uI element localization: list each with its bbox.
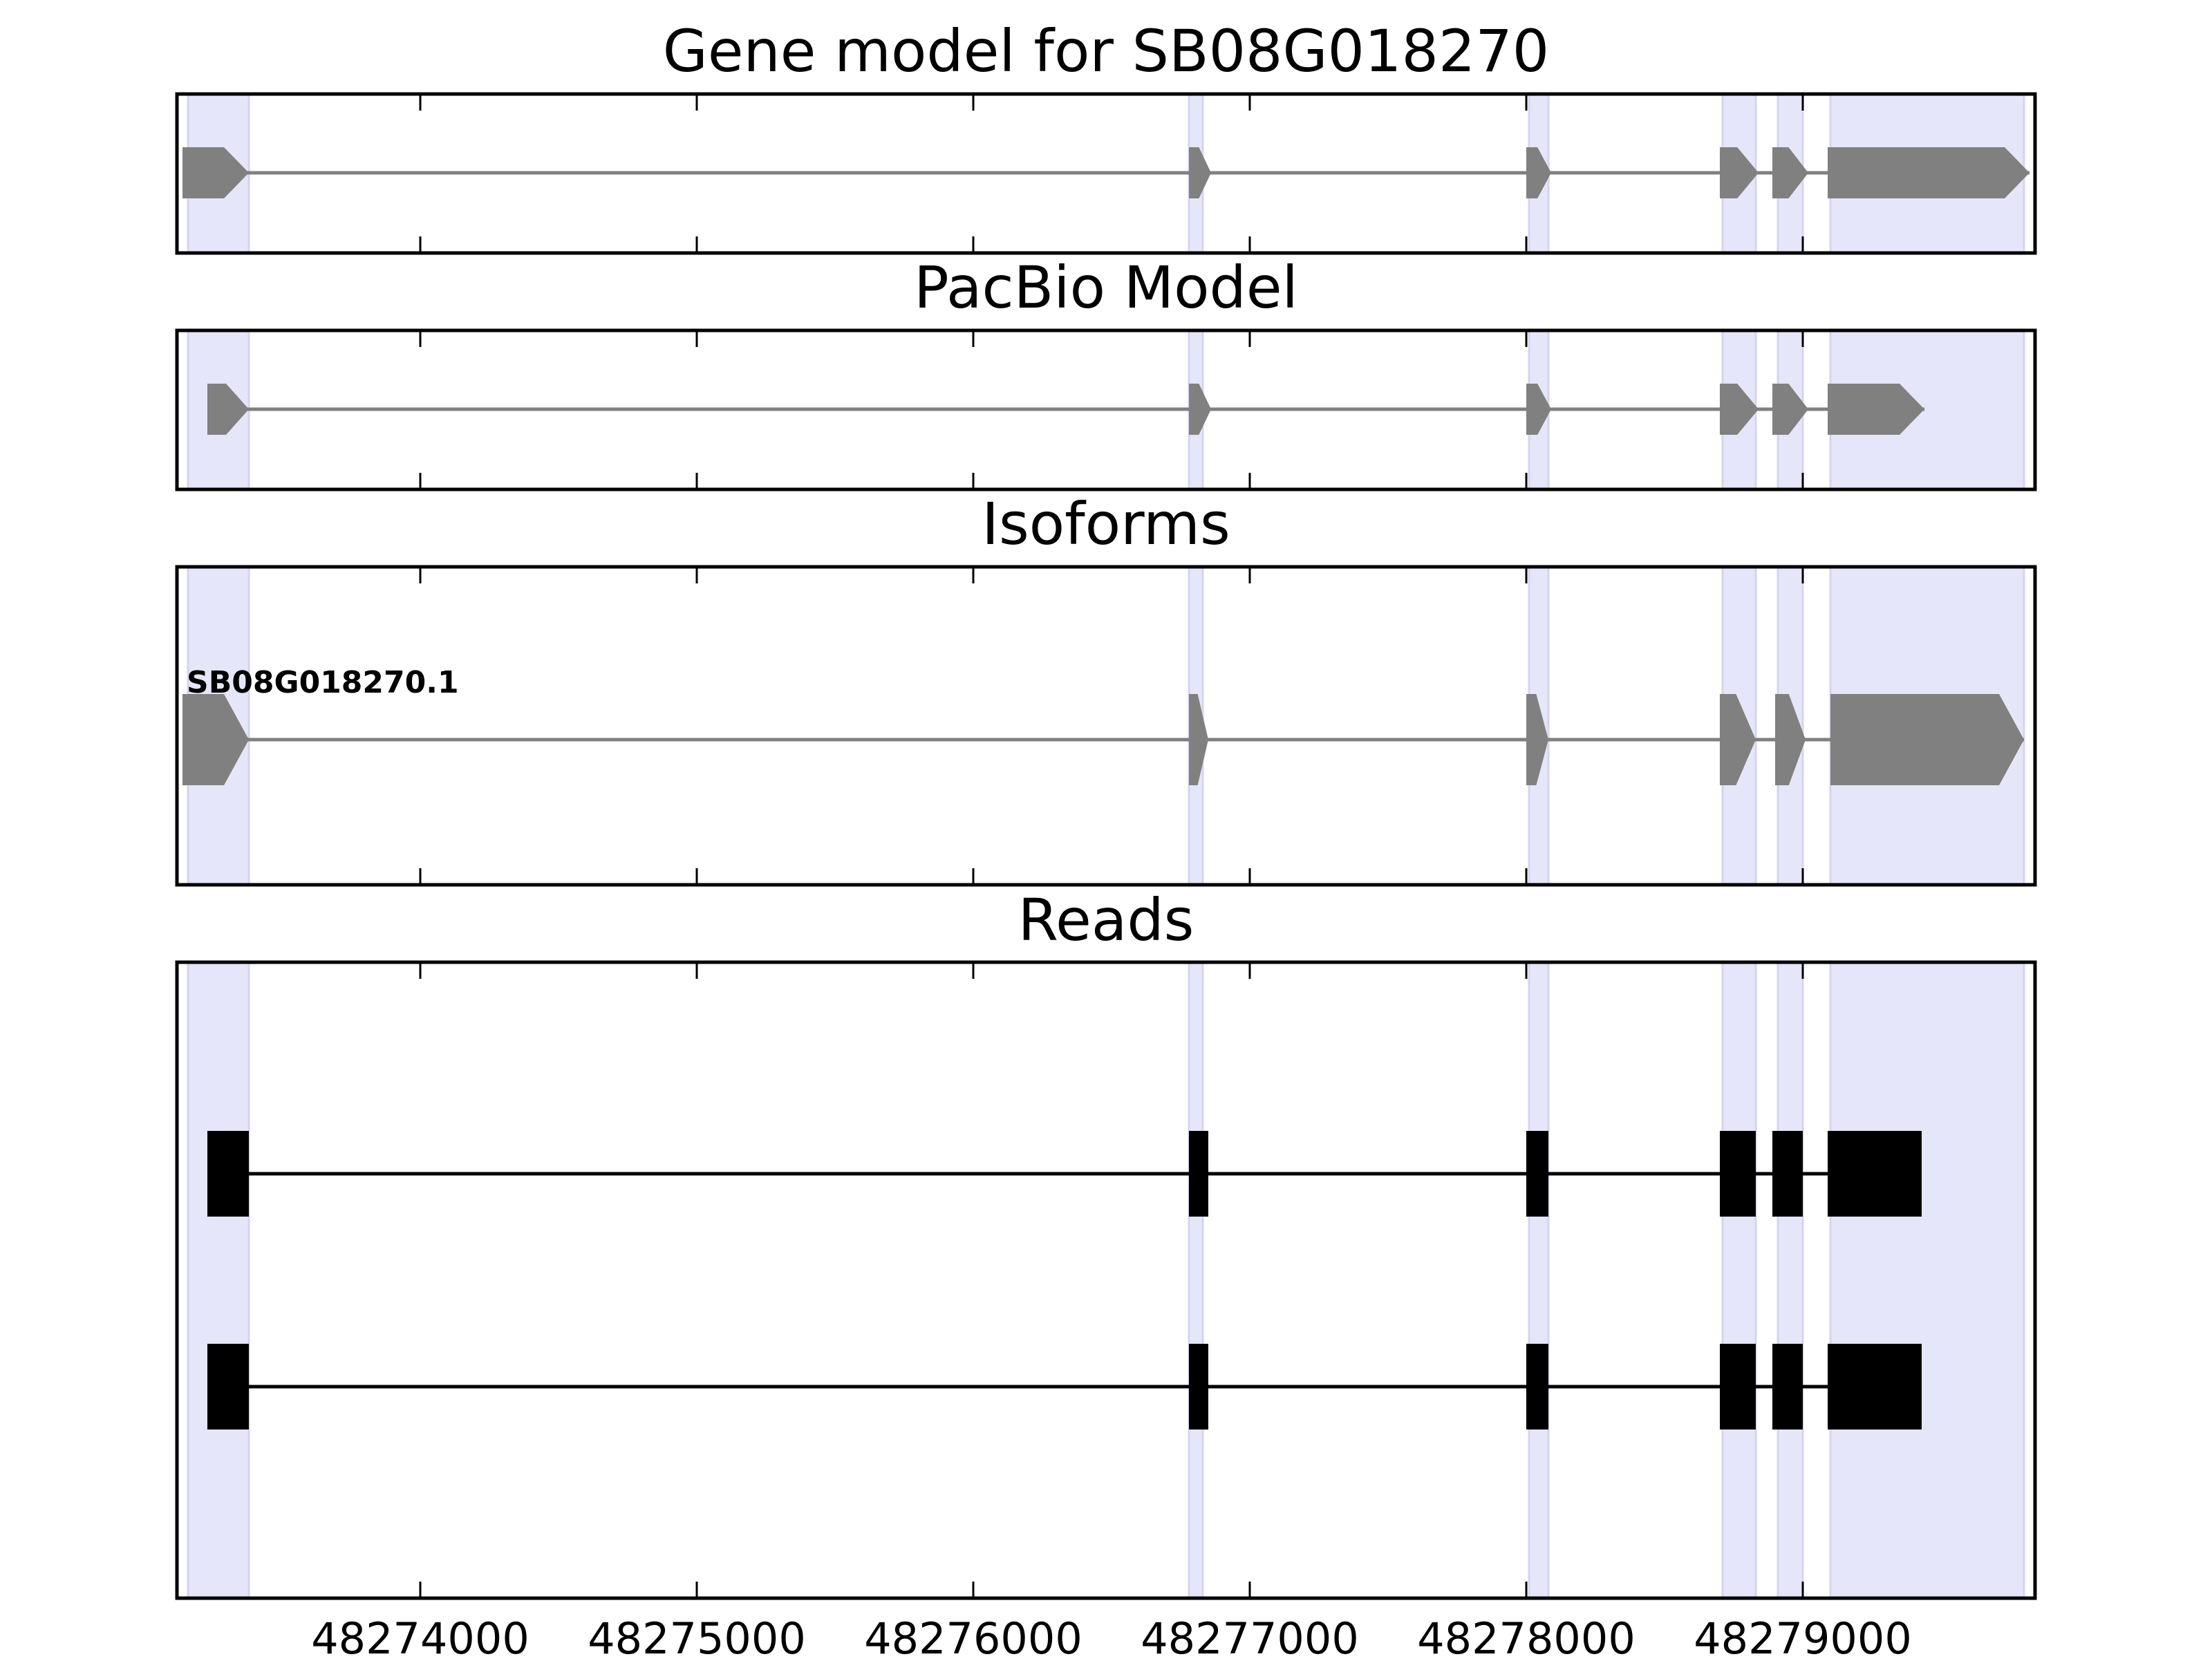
exon-arrow — [1772, 147, 1808, 198]
model-track — [207, 384, 1924, 435]
highlight-band — [1528, 961, 1550, 1600]
panel-axes — [175, 960, 2037, 1600]
read-exon — [207, 1131, 249, 1217]
exon-arrow — [1775, 694, 1806, 785]
highlight-band — [1829, 961, 2025, 1600]
read-exon — [1720, 1131, 1756, 1217]
exon-arrow — [207, 384, 249, 435]
panel-title: Isoforms — [982, 490, 1230, 558]
exon-arrow — [1526, 147, 1551, 198]
exon-arrow — [1189, 384, 1211, 435]
panel-title: Gene model for SB08G018270 — [663, 17, 1549, 85]
exon-arrow — [1828, 147, 2030, 198]
exon-arrow — [1526, 384, 1551, 435]
highlight-band — [1188, 961, 1204, 1600]
exon-arrow — [1189, 694, 1208, 785]
exon-arrow — [1526, 694, 1548, 785]
x-tick-label: 48277000 — [1141, 1613, 1359, 1659]
exon-arrow — [182, 147, 249, 198]
exon-arrow — [1720, 384, 1759, 435]
x-axis: 48274000 48275000 48276000 48277000 48278000… — [311, 1613, 1912, 1659]
read-exon — [1189, 1131, 1208, 1217]
isoform-label: SB08G018270.1 — [187, 665, 459, 700]
read-exon — [1526, 1131, 1548, 1217]
x-tick-label: 48279000 — [1694, 1613, 1912, 1659]
read-exon — [207, 1344, 249, 1430]
axes-frame — [175, 565, 2037, 887]
axes-frame — [175, 328, 2037, 491]
model-track — [182, 694, 2024, 785]
read-exon — [1720, 1344, 1756, 1430]
read-exon — [1772, 1344, 1803, 1430]
panel-axes — [175, 565, 2037, 887]
read-exon — [1828, 1344, 1922, 1430]
panel-title: Reads — [1018, 886, 1194, 954]
axes-frame — [175, 960, 2037, 1600]
read-exon — [1772, 1131, 1803, 1217]
highlight-band — [1721, 961, 1757, 1600]
read-track — [207, 1344, 1922, 1430]
model-track — [182, 147, 2030, 198]
panel-axes — [175, 328, 2037, 491]
exon-arrow — [1830, 694, 2024, 785]
panel-axes — [175, 92, 2037, 255]
exon-arrow — [1189, 147, 1211, 198]
exon-arrow — [1720, 694, 1756, 785]
exon-arrow — [182, 694, 249, 785]
panel-pacbio-model: PacBio Model — [175, 254, 2037, 491]
exon-arrow — [1772, 384, 1808, 435]
x-tick-label: 48275000 — [588, 1613, 806, 1659]
read-exon — [1526, 1344, 1548, 1430]
read-track — [207, 1131, 1922, 1217]
read-exon — [1828, 1131, 1922, 1217]
panel-reads: Reads — [175, 886, 2037, 1600]
panel-title: PacBio Model — [914, 254, 1298, 321]
x-tick-label: 48274000 — [311, 1613, 529, 1659]
axes-frame — [175, 92, 2037, 255]
x-tick-label: 48276000 — [864, 1613, 1082, 1659]
panel-isoforms: Isoforms SB08G018270.1 — [175, 490, 2037, 887]
highlight-band — [1777, 961, 1804, 1600]
exon-arrow — [1828, 384, 1924, 435]
panel-gene-model: Gene model for SB08G018270 — [175, 17, 2037, 255]
highlight-band — [187, 961, 250, 1600]
exon-arrow — [1720, 147, 1759, 198]
read-exon — [1189, 1344, 1208, 1430]
x-tick-label: 48278000 — [1417, 1613, 1635, 1659]
